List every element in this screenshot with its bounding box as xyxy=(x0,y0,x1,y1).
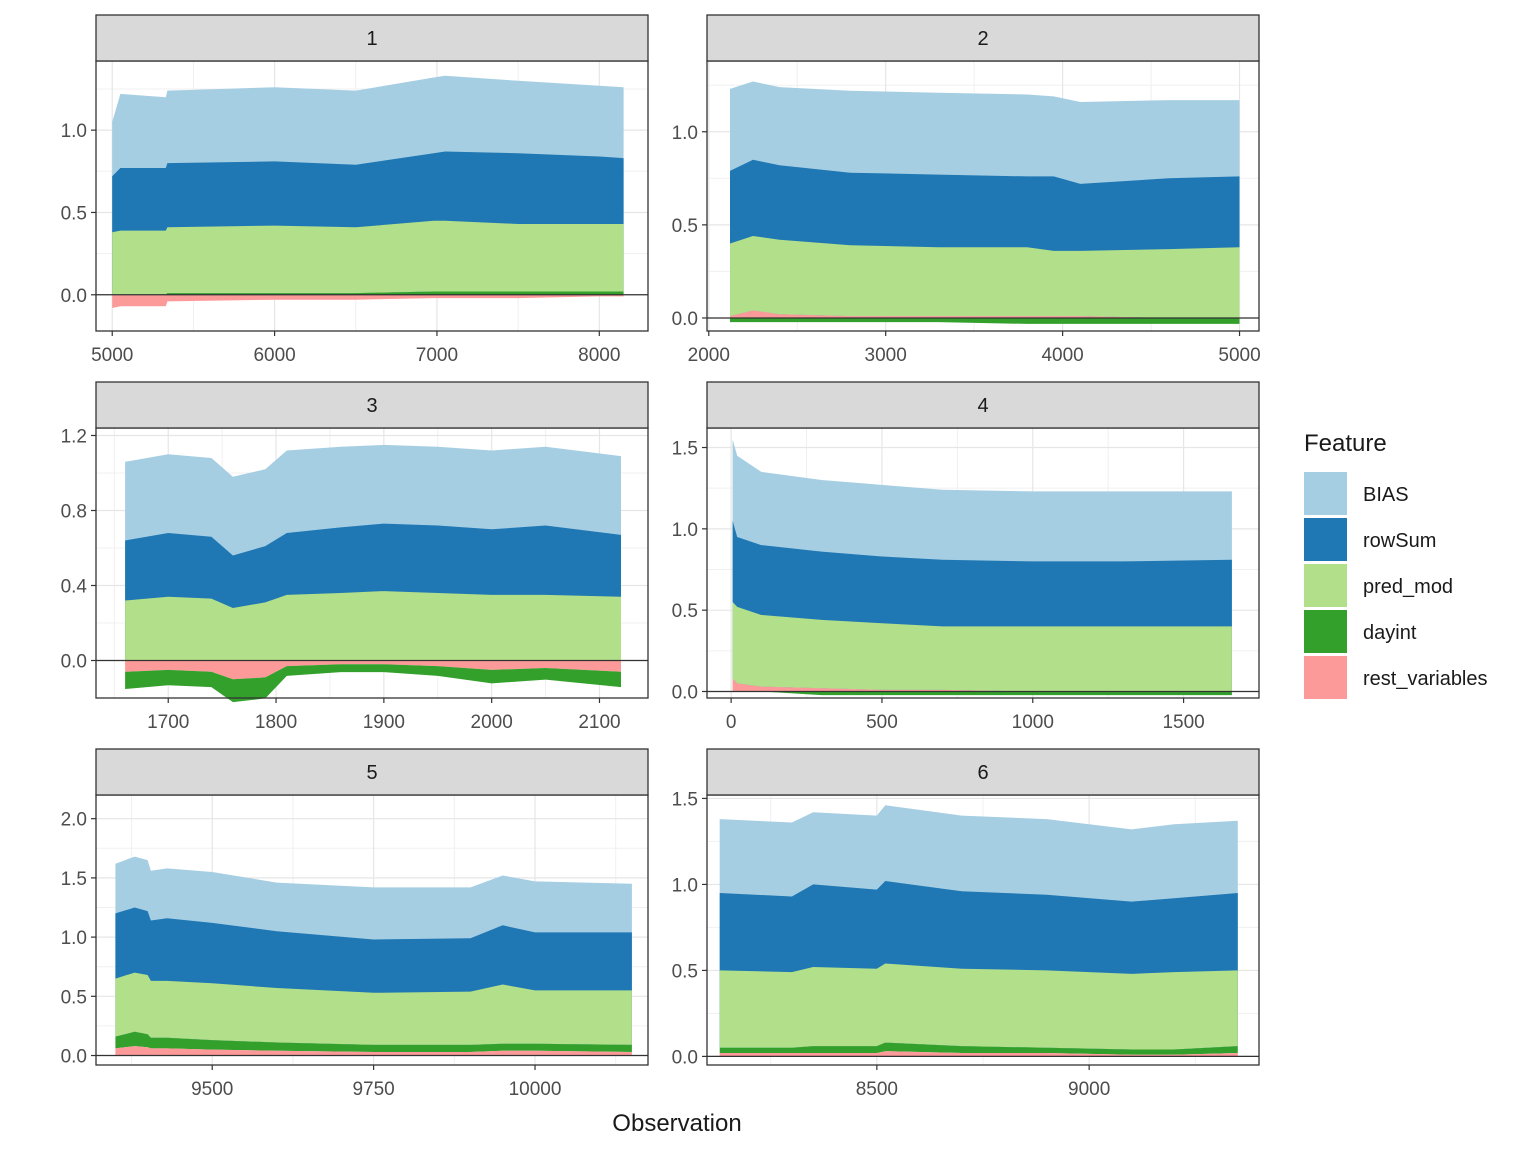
x-tick-label: 10000 xyxy=(509,1079,562,1100)
legend-label-dayint: dayint xyxy=(1363,622,1417,644)
y-tick-label: 0.4 xyxy=(61,577,88,598)
facet-panel-4: 4 0.0 0.5 1.0 1.5 0 500 1000 1500 xyxy=(672,381,1260,733)
x-tick-label: 5000 xyxy=(1218,345,1260,366)
x-tick-label: 9000 xyxy=(1068,1079,1110,1100)
y-tick-label: 0.0 xyxy=(672,1047,698,1068)
area-pred_mod xyxy=(730,236,1240,318)
y-tick-label: 0.0 xyxy=(61,286,87,307)
area-rest_variables xyxy=(719,1051,1238,1057)
facet-strip-label: 5 xyxy=(366,762,377,784)
area-dayint-negative xyxy=(732,691,1232,696)
area-rest_variables xyxy=(730,310,1240,318)
area-pred_mod xyxy=(115,972,632,1045)
legend-key-dayint xyxy=(1304,610,1347,653)
y-tick-label: 1.5 xyxy=(672,439,698,460)
x-tick-label: 7000 xyxy=(416,345,458,366)
area-dayint xyxy=(112,291,624,295)
area-dayint-negative xyxy=(125,664,621,703)
legend-label-pred_mod: pred_mod xyxy=(1363,576,1453,598)
y-tick-label: 0.5 xyxy=(672,216,698,237)
y-tick-label: 1.5 xyxy=(672,789,698,810)
facet-strip-label: 3 xyxy=(366,395,377,417)
y-tick-label: 1.0 xyxy=(61,121,87,142)
facet-strip xyxy=(706,748,1260,796)
facet-panel-6: 6 0.0 0.5 1.0 1.5 8500 9000 xyxy=(672,748,1260,1100)
y-tick-label: 0.5 xyxy=(61,987,87,1008)
y-tick-label: 0.5 xyxy=(672,961,698,982)
facet-strip xyxy=(706,381,1260,429)
x-tick-label: 9500 xyxy=(191,1079,233,1100)
legend-key-rowSum xyxy=(1304,518,1347,561)
area-pred_mod xyxy=(732,602,1232,692)
x-tick-label: 5000 xyxy=(91,345,133,366)
y-tick-label: 1.0 xyxy=(672,123,698,144)
x-tick-label: 2000 xyxy=(471,712,513,733)
y-tick-label: 0.0 xyxy=(61,1047,87,1068)
y-tick-label: 0.5 xyxy=(672,601,698,622)
x-tick-label: 9750 xyxy=(352,1079,394,1100)
facet-strip xyxy=(706,14,1260,62)
y-tick-label: 1.0 xyxy=(672,520,698,541)
y-tick-label: 1.5 xyxy=(61,869,87,890)
facet-strip-label: 4 xyxy=(977,395,988,417)
y-tick-label: 1.0 xyxy=(672,875,698,896)
facet-panel-3: 3 0.0 0.4 0.8 1.2 1700 1800 1900 2000 2100 xyxy=(61,381,649,733)
legend-key-BIAS xyxy=(1304,472,1347,515)
area-dayint xyxy=(115,1031,632,1052)
x-axis-title: Observation xyxy=(612,1110,741,1137)
x-tick-label: 1500 xyxy=(1162,712,1204,733)
facet-strip-label: 2 xyxy=(977,28,988,50)
legend-title: Feature xyxy=(1304,430,1387,457)
area-pred_mod xyxy=(125,591,621,661)
area-pred_mod xyxy=(719,963,1238,1050)
area-dayint-negative xyxy=(730,318,1240,324)
legend-key-pred_mod xyxy=(1304,564,1347,607)
legend-label-rest_variables: rest_variables xyxy=(1363,668,1488,690)
y-tick-label: 0.0 xyxy=(61,652,87,673)
facet-panel-2: 2 0.0 0.5 1.0 2000 3000 4000 5000 xyxy=(672,14,1261,366)
area-pred_mod xyxy=(112,220,624,295)
x-tick-label: 1000 xyxy=(1012,712,1054,733)
facet-strip xyxy=(95,14,649,62)
area-rest_variables-negative xyxy=(125,660,621,680)
area-dayint xyxy=(719,1042,1238,1055)
y-tick-label: 1.0 xyxy=(61,928,87,949)
x-tick-label: 4000 xyxy=(1041,345,1083,366)
y-tick-label: 0.8 xyxy=(61,502,87,523)
x-tick-label: 2000 xyxy=(688,345,730,366)
area-rest_variables xyxy=(115,1046,632,1056)
x-tick-label: 2100 xyxy=(578,712,620,733)
x-tick-label: 6000 xyxy=(253,345,295,366)
facet-panel-1: 1 0.0 0.5 1.0 5000 6000 7000 8000 xyxy=(61,14,649,366)
x-tick-label: 8500 xyxy=(856,1079,898,1100)
area-rest_variables xyxy=(732,678,1232,692)
facet-strip-label: 1 xyxy=(366,28,377,50)
facet-strip-label: 6 xyxy=(977,762,988,784)
x-tick-label: 3000 xyxy=(865,345,907,366)
area-rest_variables-negative xyxy=(112,294,624,308)
y-tick-label: 1.2 xyxy=(61,427,87,448)
legend-label-BIAS: BIAS xyxy=(1363,484,1409,506)
x-tick-label: 8000 xyxy=(578,345,620,366)
legend-label-rowSum: rowSum xyxy=(1363,530,1436,552)
x-tick-label: 1700 xyxy=(147,712,189,733)
y-tick-label: 0.0 xyxy=(672,682,698,703)
facet-panel-5: 5 0.0 0.5 1.0 1.5 2.0 9500 9750 10000 xyxy=(61,748,649,1100)
y-tick-label: 0.0 xyxy=(672,309,698,330)
facet-strip xyxy=(95,381,649,429)
x-tick-label: 500 xyxy=(866,712,898,733)
x-tick-label: 1800 xyxy=(255,712,297,733)
y-tick-label: 2.0 xyxy=(61,810,87,831)
x-tick-label: 0 xyxy=(726,712,737,733)
facet-strip xyxy=(95,748,649,796)
x-tick-label: 1900 xyxy=(363,712,405,733)
legend-key-rest_variables xyxy=(1304,656,1347,699)
y-tick-label: 0.5 xyxy=(61,203,87,224)
